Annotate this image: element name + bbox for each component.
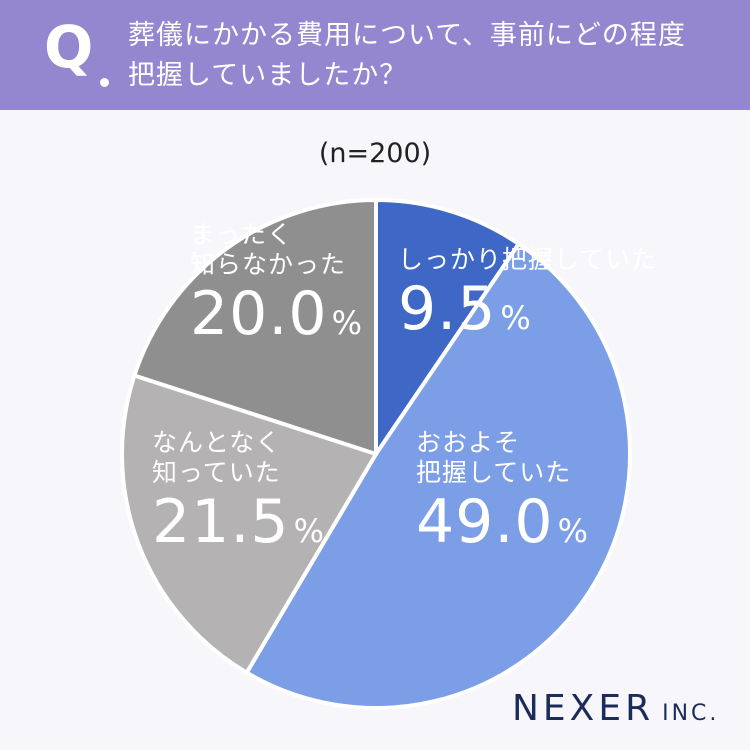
slice-4-unit: % [331,304,363,342]
slice-2-name-line1: おおよそ [416,428,521,457]
slice-2-value: 49.0% [416,488,589,557]
slice-label-1: しっかり把握していた 9.5% [398,245,657,344]
slice-4-name-line1: まったく [190,220,294,249]
slice-1-name-line1: しっかり把握していた [398,245,658,274]
slice-2-name-line2: 把握していた [416,458,572,487]
q-label: Q [44,13,94,81]
slice-3-name-line1: なんとなく [152,428,282,457]
logo-name: NEXER [512,688,655,729]
slice-3-unit: % [293,512,325,550]
pie-slice-4 [132,198,378,456]
question-line-1: 葬儀にかかる費用について、事前にどの程度 [128,20,686,51]
slice-4-number: 20.0 [190,279,328,349]
pie-slice-3 [120,373,378,675]
q-dot [100,78,109,87]
slice-label-4: まったく 知らなかった 20.0% [190,220,363,349]
slice-label-3: なんとなく 知っていた 21.5% [152,428,325,557]
question-line-2: 把握していましたか？ [128,60,408,91]
pie-slice-2 [244,241,632,710]
slice-2-number: 49.0 [416,487,554,557]
slice-4-value: 20.0% [190,280,363,349]
slice-3-name-line2: 知っていた [152,458,281,487]
slice-label-2: おおよそ 把握していた 49.0% [416,428,589,557]
slice-1-unit: % [500,299,532,337]
slice-1-number: 9.5 [398,274,497,344]
sample-size: (n=200) [318,138,432,169]
slice-3-number: 21.5 [152,487,290,557]
logo-suffix: INC. [662,701,720,726]
question-text: 葬儀にかかる費用について、事前にどの程度 把握していましたか？ [128,16,728,96]
nexer-logo: NEXER INC. [512,688,719,729]
slice-4-name-line2: 知らなかった [190,250,347,279]
slice-1-value: 9.5% [398,275,657,344]
pie-slice-1 [374,198,521,456]
slice-2-unit: % [557,512,589,550]
slice-3-value: 21.5% [152,488,325,557]
question-header: Q 葬儀にかかる費用について、事前にどの程度 把握していましたか？ [0,0,750,110]
